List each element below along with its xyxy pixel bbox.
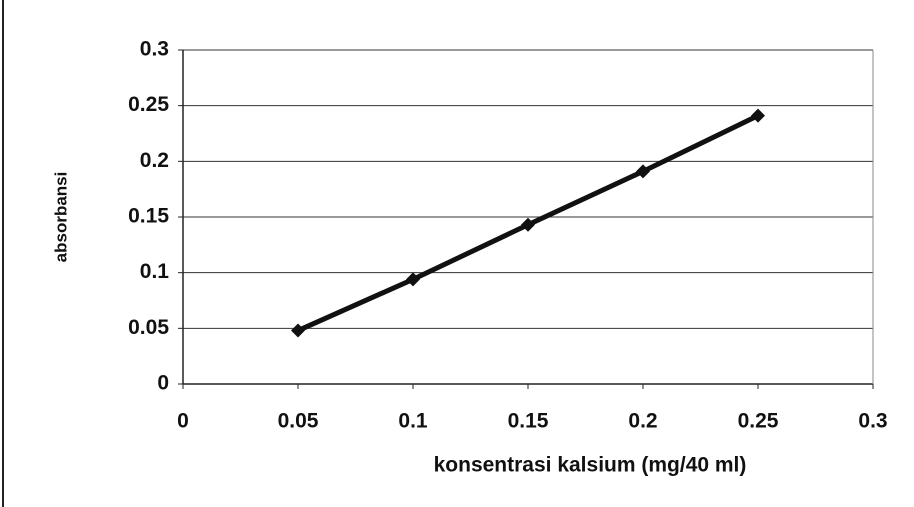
y-tick-label: 0.25 <box>128 93 169 116</box>
x-tick-label: 0.25 <box>738 410 779 433</box>
x-tick-label: 0 <box>177 410 189 433</box>
y-tick-label: 0.05 <box>128 316 169 339</box>
y-tick-label: 0.15 <box>128 205 169 228</box>
data-point <box>636 164 650 179</box>
y-tick-label: 0.3 <box>140 38 169 61</box>
data-point <box>521 217 535 232</box>
x-tick-label: 0.3 <box>858 410 887 433</box>
x-tick-label: 0.05 <box>278 410 319 433</box>
data-point <box>406 272 420 287</box>
x-axis-label: konsentrasi kalsium (mg/40 ml) <box>434 454 747 477</box>
y-tick-label: 0 <box>157 372 169 395</box>
y-tick-label: 0.2 <box>140 149 169 172</box>
x-tick-label: 0.1 <box>398 410 428 433</box>
x-tick-label: 0.2 <box>628 410 657 433</box>
y-axis-label: absorbansi <box>51 172 70 263</box>
data-point <box>291 323 305 338</box>
x-tick-label: 0.15 <box>508 410 549 433</box>
data-point <box>751 108 765 123</box>
y-tick-label: 0.1 <box>140 260 170 283</box>
